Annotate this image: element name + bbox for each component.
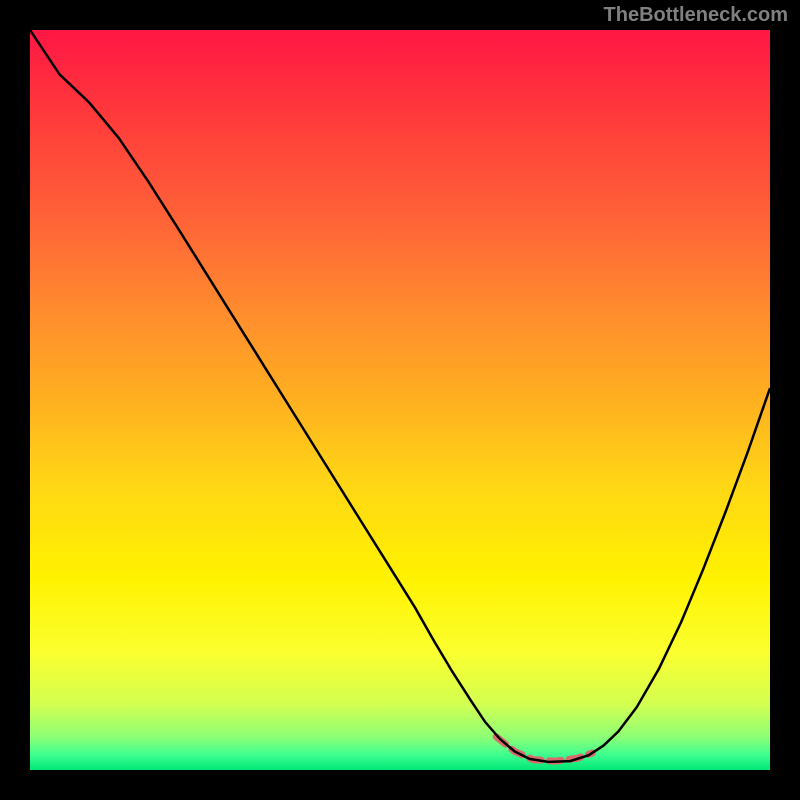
plot-area	[30, 30, 770, 770]
bottleneck-curve	[30, 30, 770, 762]
watermark-text: TheBottleneck.com	[604, 4, 788, 27]
curve-layer	[30, 30, 770, 770]
